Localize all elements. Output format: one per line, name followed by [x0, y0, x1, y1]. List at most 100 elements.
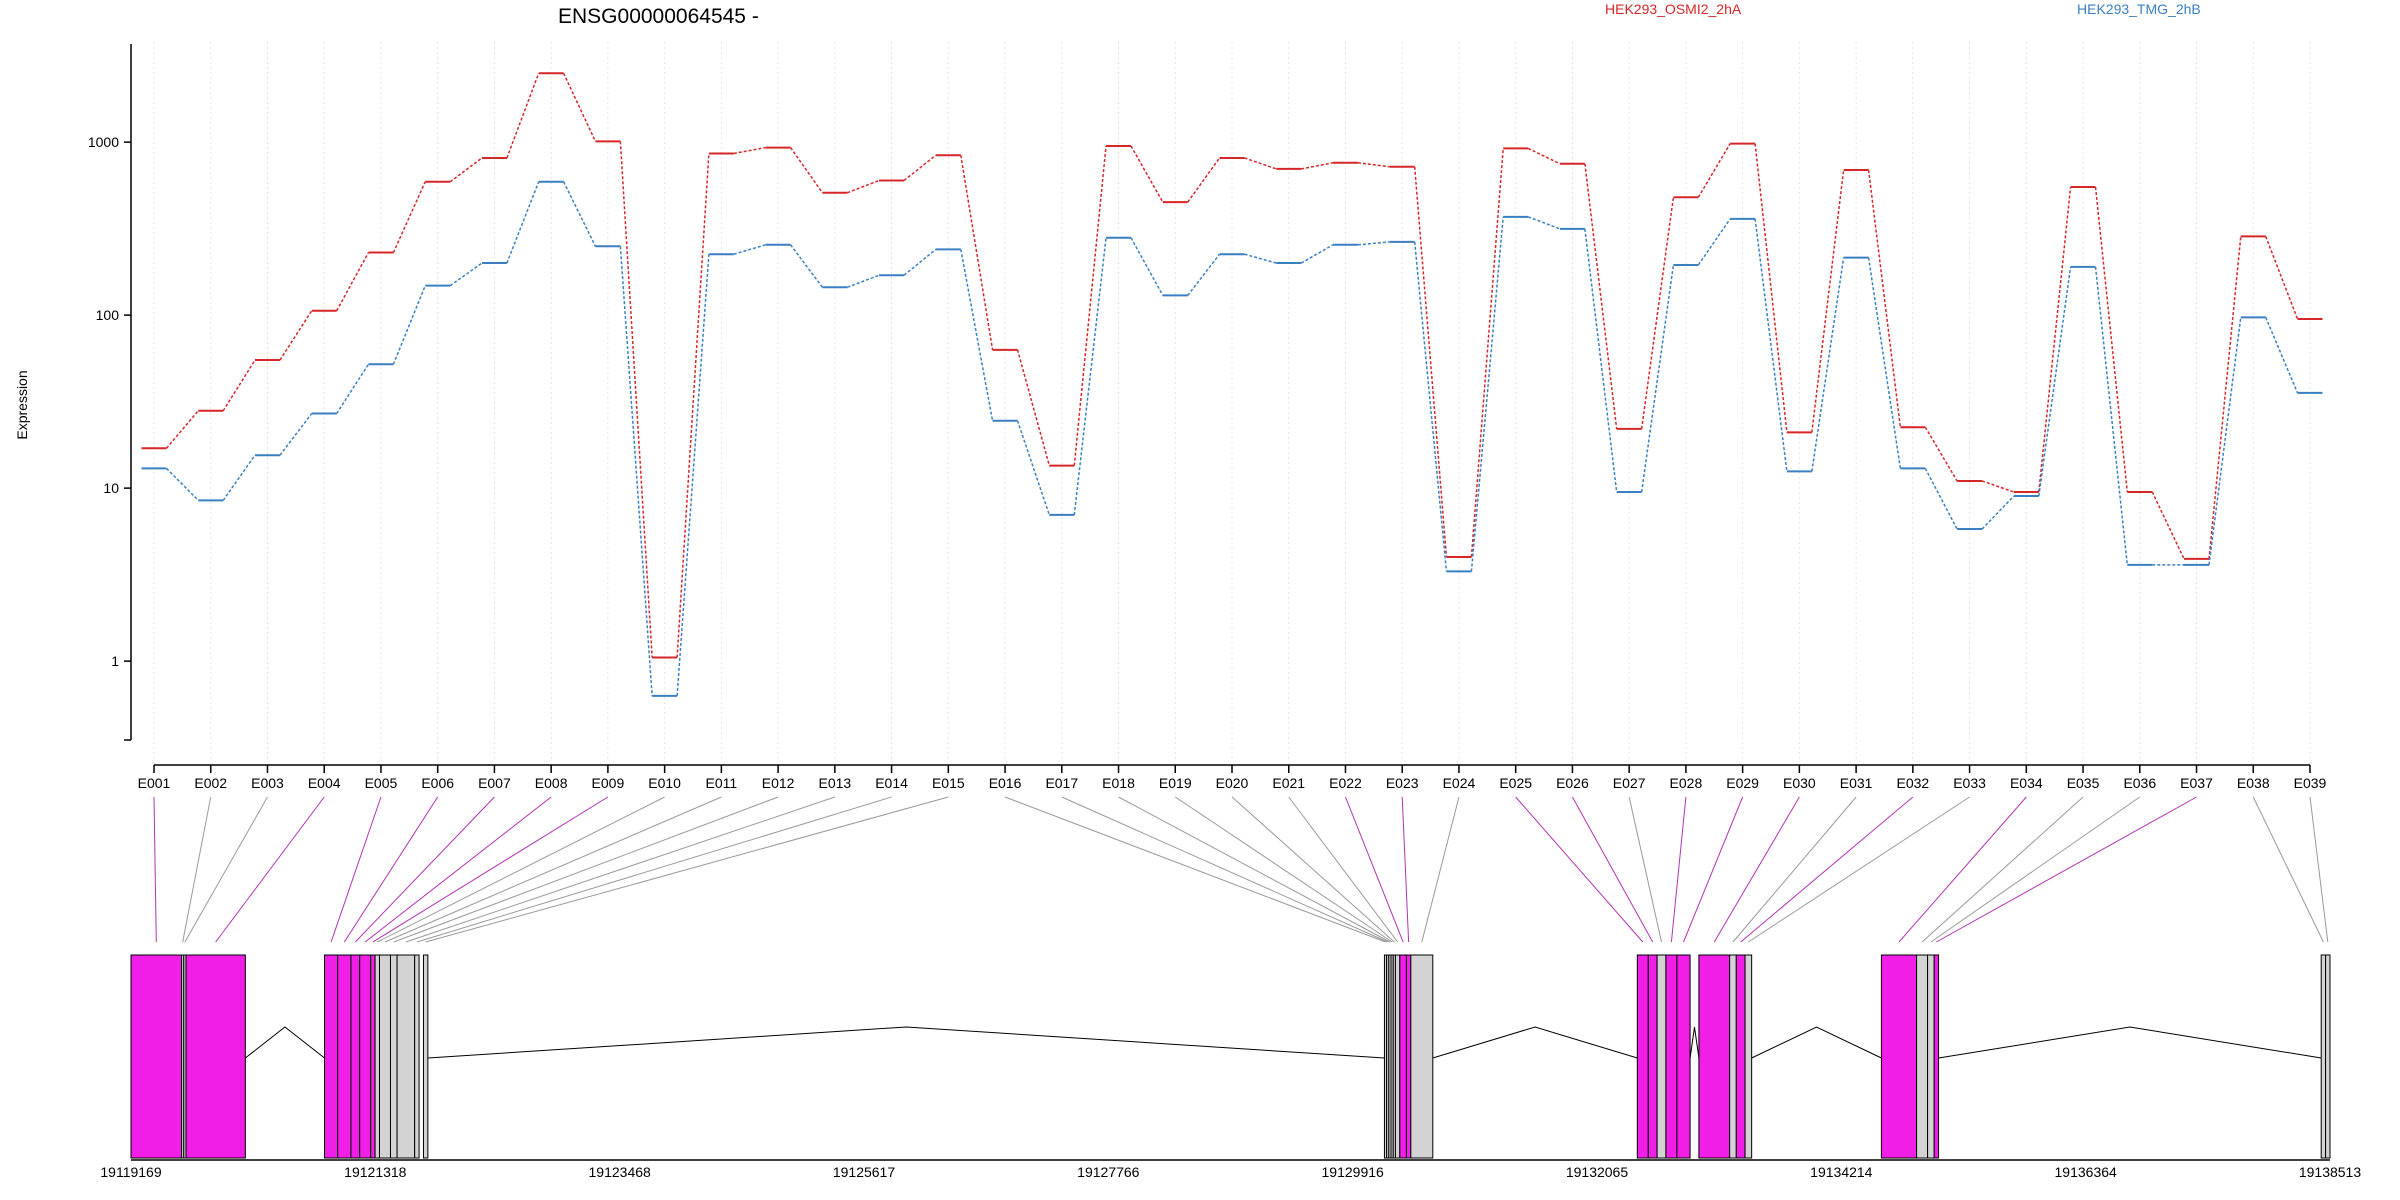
mapping-line-E001 [153, 796, 157, 943]
connector-HEK293_OSMI2_2hA [336, 252, 370, 312]
mapping-line-E020 [1231, 796, 1395, 943]
x-tick-label-E039: E039 [2294, 775, 2327, 791]
connector-HEK293_OSMI2_2hA [903, 154, 937, 182]
connector-HEK293_TMG_2hB [1357, 241, 1390, 246]
connector-HEK293_TMG_2hB [2208, 317, 2242, 565]
x-tick-label-E034: E034 [2010, 775, 2043, 791]
connector-HEK293_OSMI2_2hA [1301, 162, 1334, 170]
connector-HEK293_TMG_2hB [1697, 218, 1731, 266]
connector-HEK293_OSMI2_2hA [1697, 143, 1731, 198]
series-HEK293_TMG_2hB [141, 180, 2323, 697]
connector-HEK293_OSMI2_2hA [1811, 169, 1845, 433]
mapping-line-E025 [1515, 796, 1644, 943]
connector-HEK293_OSMI2_2hA [2151, 491, 2185, 560]
x-tick-label-E021: E021 [1272, 775, 1305, 791]
connector-HEK293_OSMI2_2hA [1016, 349, 1051, 466]
mapping-line-E002 [182, 796, 212, 943]
coordinate-label: 19123468 [589, 1164, 652, 1180]
connector-HEK293_TMG_2hB [2265, 317, 2299, 394]
connector-HEK293_TMG_2hB [1244, 253, 1277, 264]
connector-HEK293_OSMI2_2hA [2038, 186, 2072, 493]
x-tick-label-E003: E003 [251, 775, 284, 791]
x-tick-label-E007: E007 [478, 775, 511, 791]
exon-block-E007 [350, 954, 361, 1159]
mapping-line-E023 [1401, 796, 1410, 943]
exon-block-E001 [130, 954, 183, 1159]
chart-title: ENSG00000064545 - [558, 5, 759, 28]
exon-block-E024 [1410, 954, 1434, 1159]
intron-line [1432, 1026, 1638, 1059]
exon-block-E023 [1405, 954, 1412, 1159]
connector-HEK293_TMG_2hB [1300, 244, 1334, 264]
mapping-line-E019 [1174, 796, 1393, 943]
connector-HEK293_OSMI2_2hA [1754, 143, 1788, 433]
x-tick-label-E006: E006 [421, 775, 454, 791]
connector-HEK293_TMG_2hB [903, 248, 937, 276]
x-tick-label-E009: E009 [592, 775, 625, 791]
mapping-line-E033 [1748, 796, 1970, 943]
connector-HEK293_OSMI2_2hA [1640, 197, 1675, 429]
connector-HEK293_OSMI2_2hA [506, 73, 540, 159]
connector-HEK293_TMG_2hB [1924, 468, 1958, 530]
mapping-line-E016 [1004, 796, 1386, 943]
mapping-line-E032 [1740, 796, 1914, 943]
x-tick-label-E017: E017 [1045, 775, 1078, 791]
exon-block-E027 [1656, 954, 1667, 1159]
gene-model [130, 954, 2331, 1159]
connector-HEK293_TMG_2hB [562, 181, 597, 247]
connector-HEK293_OSMI2_2hA [165, 410, 199, 449]
legend-entry-osmi2: HEK293_OSMI2_2hA [1605, 1, 1742, 17]
exon-block-E037 [1933, 954, 1940, 1159]
connector-HEK293_TMG_2hB [733, 244, 766, 255]
exon-block-E033 [1744, 954, 1753, 1159]
y-axis: 1 10 100 1000 [88, 44, 132, 741]
connector-HEK293_OSMI2_2hA [1527, 147, 1561, 165]
connector-HEK293_OSMI2_2hA [562, 72, 597, 142]
x-tick-label-E001: E001 [138, 775, 171, 791]
connector-HEK293_OSMI2_2hA [676, 153, 710, 658]
connector-HEK293_TMG_2hB [1470, 216, 1504, 572]
coordinate-label: 19136364 [2055, 1164, 2118, 1180]
coordinate-label: 19134214 [1810, 1164, 1873, 1180]
connector-HEK293_OSMI2_2hA [1924, 426, 1958, 482]
mapping-line-E022 [1345, 796, 1404, 943]
connector-HEK293_OSMI2_2hA [1357, 161, 1390, 168]
mapping-line-E027 [1628, 796, 1662, 943]
exon-block-E026 [1647, 954, 1658, 1159]
intron-line [1938, 1026, 2322, 1059]
mapping-line-E026 [1571, 796, 1654, 943]
connector-HEK293_TMG_2hB [1016, 420, 1051, 516]
mapping-line-E024 [1421, 796, 1460, 943]
connector-HEK293_TMG_2hB [1811, 257, 1845, 472]
connector-HEK293_OSMI2_2hA [1470, 148, 1504, 558]
connector-HEK293_OSMI2_2hA [449, 157, 483, 183]
exon-block-E038 [2320, 954, 2327, 1159]
mapping-line-E021 [1288, 796, 1399, 943]
y-tick-label: 1 [111, 653, 119, 669]
intron-line [1689, 1026, 1700, 1059]
exon-block-E009 [370, 954, 376, 1159]
exon-block-E005 [324, 954, 339, 1159]
mapping-line-E038 [2252, 796, 2324, 943]
mapping-line-E011 [384, 796, 722, 943]
connector-HEK293_TMG_2hB [1187, 253, 1221, 296]
exon-block-E029 [1676, 954, 1691, 1159]
x-tick-label-E013: E013 [818, 775, 851, 791]
mapping-line-E003 [184, 796, 268, 943]
connector-HEK293_TMG_2hB [1527, 216, 1561, 230]
exon-block-E025 [1636, 954, 1649, 1159]
connector-HEK293_OSMI2_2hA [1187, 157, 1221, 203]
connector-HEK293_TMG_2hB [392, 285, 426, 365]
mapping-line-E010 [377, 796, 665, 943]
mapping-line-E006 [343, 796, 439, 943]
x-tick-label-E035: E035 [2067, 775, 2100, 791]
connector-HEK293_TMG_2hB [279, 413, 313, 456]
exon-block-E013 [396, 954, 416, 1159]
mapping-line-E017 [1061, 796, 1388, 943]
connector-HEK293_TMG_2hB [2038, 266, 2072, 497]
mapping-line-E015 [425, 796, 949, 943]
x-tick-label-E037: E037 [2180, 775, 2213, 791]
connector-HEK293_TMG_2hB [789, 244, 823, 288]
x-tick-label-E028: E028 [1670, 775, 1703, 791]
x-tick-label-E038: E038 [2237, 775, 2270, 791]
